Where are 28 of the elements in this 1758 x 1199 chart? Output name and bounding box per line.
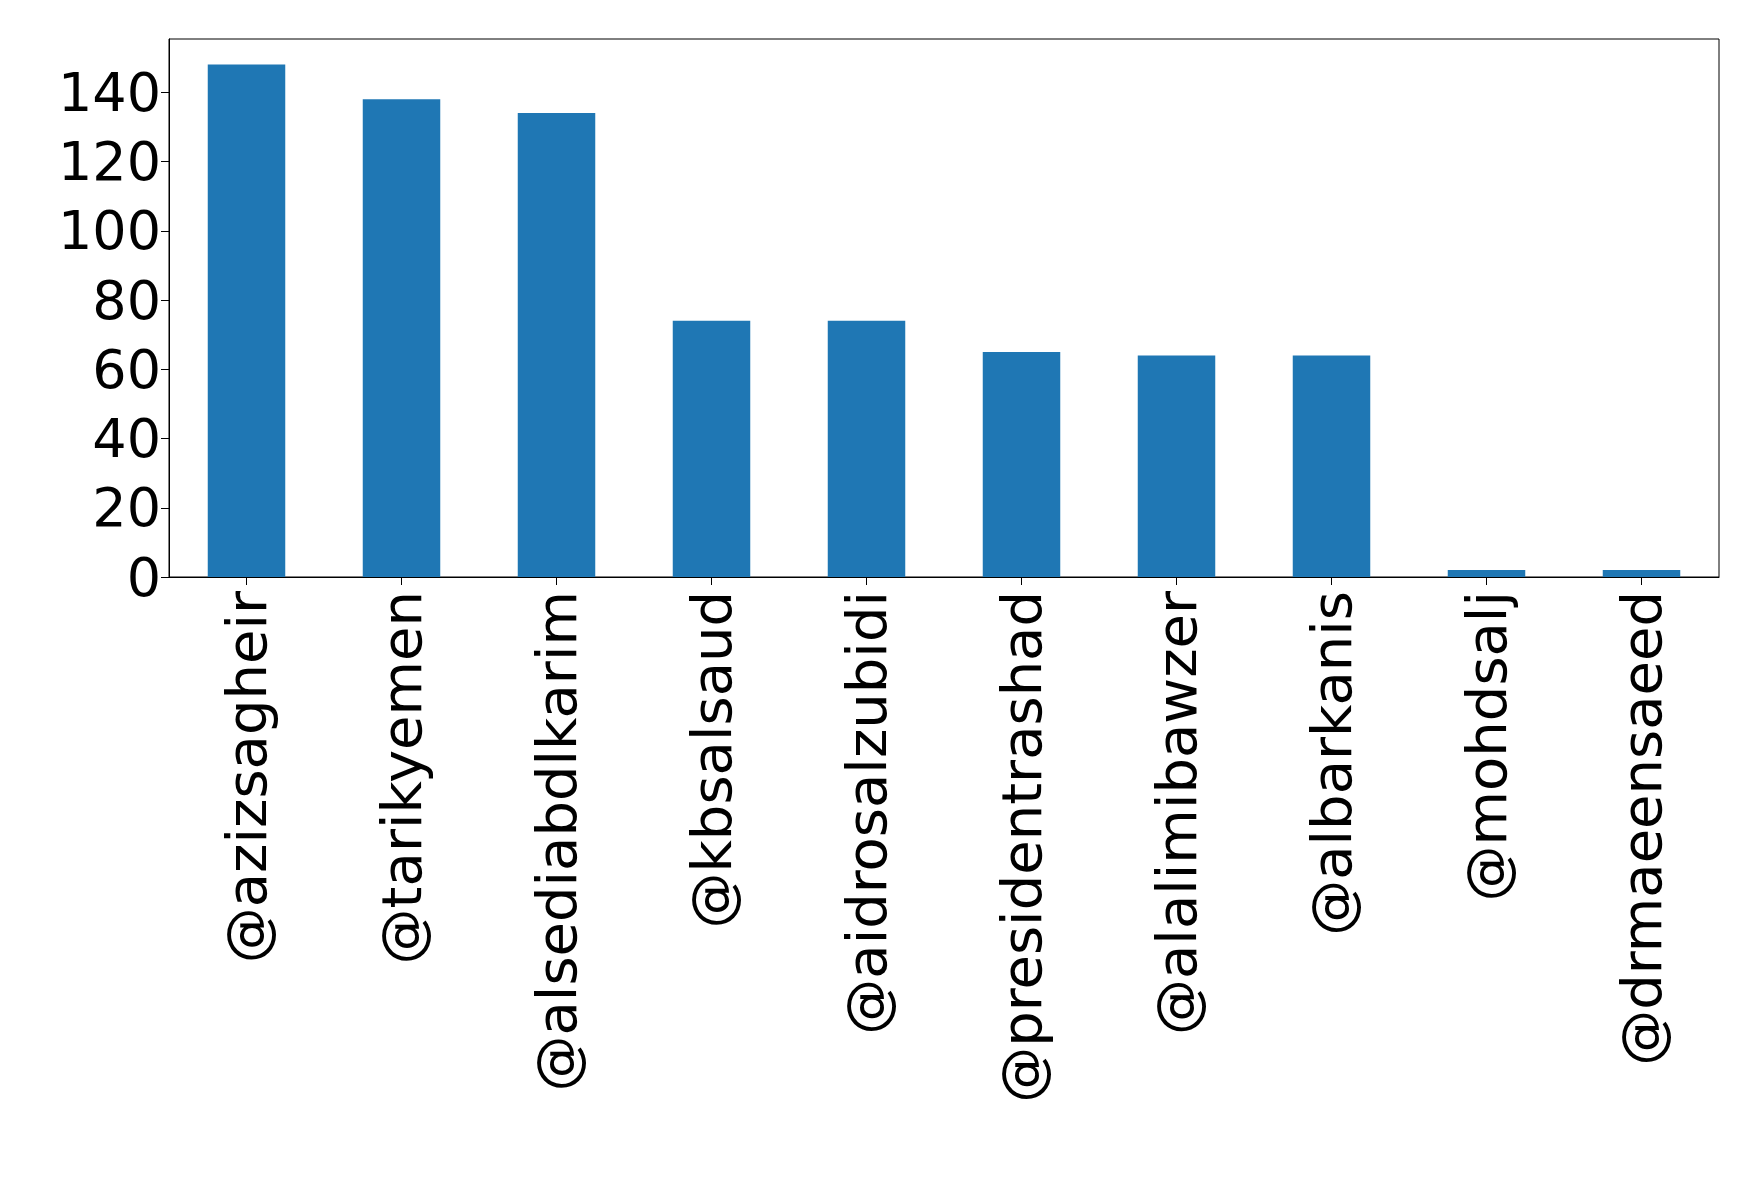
bar	[1602, 570, 1681, 577]
x-tick-label: @aidrosalzubidi	[834, 591, 899, 1035]
x-tick-label: @kbsalsaud	[679, 591, 744, 929]
y-tick-label: 60	[92, 337, 161, 401]
bar	[672, 320, 751, 577]
y-tick-label: 120	[57, 130, 161, 194]
x-tick-label: @tarikyemen	[369, 591, 434, 965]
bar	[982, 351, 1061, 577]
x-tick-label: @drmaeensaeed	[1609, 591, 1674, 1066]
bar	[1447, 570, 1526, 577]
x-tick-label: @albarkanis	[1299, 591, 1364, 936]
bar	[827, 320, 906, 577]
y-tick-label: 140	[57, 60, 161, 124]
y-tick-label: 0	[126, 545, 161, 609]
bar	[362, 99, 441, 577]
x-tick-label: @mohdsalj	[1454, 591, 1519, 902]
bar	[517, 113, 596, 577]
x-tick-label: @presidentrashad	[989, 591, 1054, 1103]
y-tick-label: 80	[92, 268, 161, 332]
bar	[1292, 355, 1371, 577]
x-tick-label: @azizsagheir	[214, 590, 279, 964]
y-tick-label: 20	[92, 476, 161, 540]
bar	[207, 64, 286, 577]
bar	[1137, 355, 1216, 577]
y-tick-label: 100	[57, 199, 161, 263]
x-tick-label: @alalimibawzer	[1144, 590, 1209, 1035]
x-tick-label: @alsediabdlkarim	[524, 591, 589, 1092]
y-tick-label: 40	[92, 407, 161, 471]
